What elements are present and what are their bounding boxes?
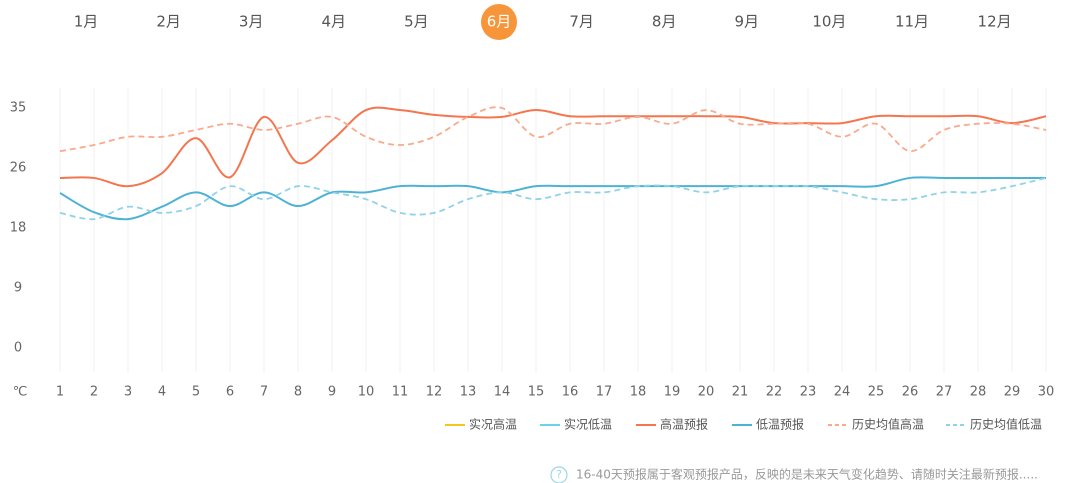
y-tick-label: 18 bbox=[10, 221, 27, 236]
y-tick-label: 35 bbox=[10, 101, 27, 116]
month-tab[interactable]: 5月 bbox=[404, 13, 429, 31]
month-tab[interactable]: 3月 bbox=[239, 13, 264, 31]
x-tick-label: 18 bbox=[630, 385, 647, 400]
x-tick-label: 7 bbox=[260, 385, 268, 400]
month-tab[interactable]: 4月 bbox=[322, 13, 347, 31]
x-tick-label: 6 bbox=[226, 385, 234, 400]
series-line bbox=[59, 177, 1047, 221]
month-tab[interactable]: 7月 bbox=[569, 13, 594, 31]
x-tick-label: 14 bbox=[494, 385, 511, 400]
x-tick-label: 9 bbox=[328, 385, 336, 400]
series-line bbox=[59, 106, 1047, 188]
help-icon-mark: ? bbox=[556, 468, 562, 481]
month-tab[interactable]: 12月 bbox=[978, 13, 1012, 31]
legend-label[interactable]: 实况低温 bbox=[564, 417, 612, 432]
x-tick-label: 12 bbox=[426, 385, 443, 400]
x-tick-label: 26 bbox=[902, 385, 919, 400]
legend-label[interactable]: 高温预报 bbox=[660, 417, 708, 432]
legend-label[interactable]: 历史均值低温 bbox=[970, 417, 1042, 432]
x-tick-label: 1 bbox=[56, 385, 64, 400]
help-icon bbox=[550, 466, 568, 483]
x-tick-label: 3 bbox=[124, 385, 132, 400]
month-tab[interactable]: 10月 bbox=[812, 13, 846, 31]
x-tick-label: 24 bbox=[834, 385, 851, 400]
month-tab[interactable]: 2月 bbox=[156, 13, 181, 31]
x-tick-label: 13 bbox=[460, 385, 477, 400]
month-tab[interactable]: 6月 bbox=[487, 13, 512, 31]
x-tick-label: 19 bbox=[664, 385, 681, 400]
x-tick-label: 25 bbox=[868, 385, 885, 400]
month-tab[interactable]: 8月 bbox=[652, 13, 677, 31]
y-tick-label: 26 bbox=[10, 161, 27, 176]
month-tab[interactable]: 1月 bbox=[74, 13, 99, 31]
y-tick-label: 0 bbox=[14, 341, 22, 356]
x-tick-label: 10 bbox=[358, 385, 375, 400]
y-tick-label: 9 bbox=[14, 281, 22, 296]
month-tab[interactable]: 11月 bbox=[895, 13, 929, 31]
x-tick-label: 17 bbox=[596, 385, 613, 400]
series-line bbox=[59, 176, 1046, 221]
x-tick-label: 11 bbox=[392, 385, 409, 400]
x-tick-label: 4 bbox=[158, 385, 166, 400]
x-tick-label: 2 bbox=[90, 385, 98, 400]
x-tick-label: 30 bbox=[1038, 385, 1055, 400]
note: 16-40天预报属于客观预报产品，反映的是未来天气变化趋势、请随时关注最新预报.… bbox=[576, 467, 1038, 482]
x-tick-label: 15 bbox=[528, 385, 545, 400]
x-tick-label: 28 bbox=[970, 385, 987, 400]
legend: 实况高温 实况低温 高温预报 低温预报 历史均值高温 历史均值低温 bbox=[445, 417, 1042, 432]
x-tick-label: 22 bbox=[766, 385, 783, 400]
x-tick-label: 21 bbox=[732, 385, 749, 400]
tab-selected-bg bbox=[481, 4, 517, 40]
legend-label[interactable]: 历史均值高温 bbox=[852, 417, 924, 432]
x-tick-label: 16 bbox=[562, 385, 579, 400]
legend-label[interactable]: 低温预报 bbox=[756, 417, 804, 432]
x-tick-label: 5 bbox=[192, 385, 200, 400]
x-tick-label: 27 bbox=[936, 385, 953, 400]
series-line bbox=[59, 106, 1047, 153]
x-tick-label: 20 bbox=[698, 385, 715, 400]
month-tab[interactable]: 9月 bbox=[735, 13, 760, 31]
x-tick-label: 8 bbox=[294, 385, 302, 400]
y-unit: ℃ bbox=[13, 385, 28, 400]
x-tick-label: 23 bbox=[800, 385, 817, 400]
x-tick-label: 29 bbox=[1004, 385, 1021, 400]
legend-label[interactable]: 实况高温 bbox=[469, 417, 517, 432]
